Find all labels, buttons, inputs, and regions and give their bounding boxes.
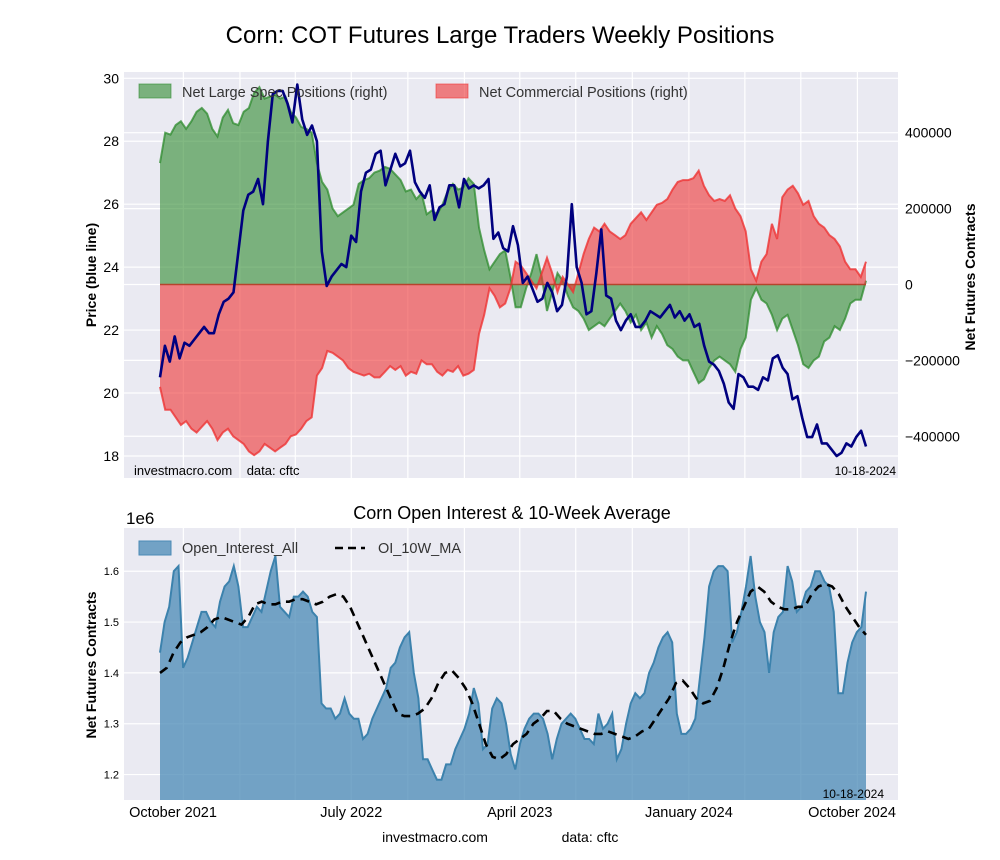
legend-spec-swatch — [138, 83, 172, 99]
price-line — [158, 83, 868, 458]
price-axis-label: Price (blue line) — [83, 223, 99, 327]
legend-oi-swatch — [138, 540, 172, 556]
open-interest-tick-label: 1.4 — [104, 668, 119, 680]
top-date-stamp: 10-18-2024 — [835, 464, 897, 478]
date-tick-label: October 2021 — [129, 805, 217, 821]
legend-comm-swatch — [435, 83, 469, 99]
date-tick-label: April 2023 — [487, 805, 552, 821]
spec-area — [160, 87, 866, 384]
legend-ma-label: OI_10W_MA — [378, 541, 461, 557]
top-watermark: investmacro.com data: cftc — [134, 463, 300, 478]
price-tick-label: 22 — [103, 322, 119, 338]
price-tick-label: 26 — [103, 196, 119, 212]
date-axis-ticks: October 2021 July 2022 April 2023 January 2… — [129, 805, 896, 821]
open-interest-tick-label: 1.3 — [104, 719, 119, 731]
comm-area — [160, 170, 866, 456]
open-interest-line — [159, 555, 867, 781]
date-tick-label: January 2024 — [645, 805, 733, 821]
price-tick-label: 28 — [103, 133, 119, 149]
bottom-date-stamp: 10-18-2024 — [823, 787, 885, 801]
contracts-tick-label: 200000 — [905, 201, 952, 217]
contracts-tick-label: −200000 — [905, 352, 960, 368]
legend-spec-label: Net Large Spec Positions (right) — [182, 85, 388, 101]
open-interest-axis-ticks: 1.6 1.5 1.4 1.3 1.2 — [104, 566, 119, 781]
price-line-group — [158, 83, 868, 458]
spec-line — [159, 85, 867, 385]
price-tick-label: 30 — [103, 70, 119, 86]
open-interest-tick-label: 1.5 — [104, 617, 119, 629]
legend-comm-label: Net Commercial Positions (right) — [479, 85, 688, 101]
footer-source: data: cftc — [562, 829, 619, 845]
positions-legend: Net Large Spec Positions (right) Net Com… — [138, 83, 688, 101]
ma-10w-line — [159, 582, 867, 761]
main-title: Corn: COT Futures Large Traders Weekly P… — [225, 22, 775, 49]
open-interest-chart: 1.6 1.5 1.4 1.3 1.2 October 2021 July 2022 Apr… — [83, 509, 898, 845]
open-interest-areas — [159, 555, 867, 800]
contracts-axis-ticks: 400000 200000 0 −200000 −400000 — [905, 125, 960, 445]
date-tick-label: October 2024 — [808, 805, 896, 821]
positions-areas — [159, 85, 867, 457]
price-tick-label: 24 — [103, 259, 119, 275]
contracts-tick-label: 400000 — [905, 125, 952, 141]
y-offset-label: 1e6 — [126, 509, 154, 528]
contracts-tick-label: −400000 — [905, 428, 960, 444]
comm-line — [159, 168, 867, 457]
open-interest-axis-label: Net Futures Contracts — [83, 591, 99, 738]
open-interest-area — [160, 556, 866, 800]
price-tick-label: 18 — [103, 448, 119, 464]
date-tick-label: July 2022 — [320, 805, 382, 821]
price-axis-ticks: 30 28 26 24 22 20 18 — [103, 70, 119, 464]
open-interest-legend: Open_Interest_All OI_10W_MA — [138, 540, 461, 557]
positions-chart: 30 28 26 24 22 20 18 400000 200000 0 −200000 −4000… — [83, 70, 978, 478]
open-interest-tick-label: 1.2 — [104, 770, 119, 782]
contracts-axis-label: Net Futures Contracts — [962, 203, 978, 350]
legend-oi-label: Open_Interest_All — [182, 541, 298, 557]
price-tick-label: 20 — [103, 385, 119, 401]
open-interest-tick-label: 1.6 — [104, 566, 119, 578]
footer-site: investmacro.com — [382, 829, 488, 845]
contracts-tick-label: 0 — [905, 276, 913, 292]
open-interest-chart-title: Corn Open Interest & 10-Week Average — [353, 503, 671, 523]
